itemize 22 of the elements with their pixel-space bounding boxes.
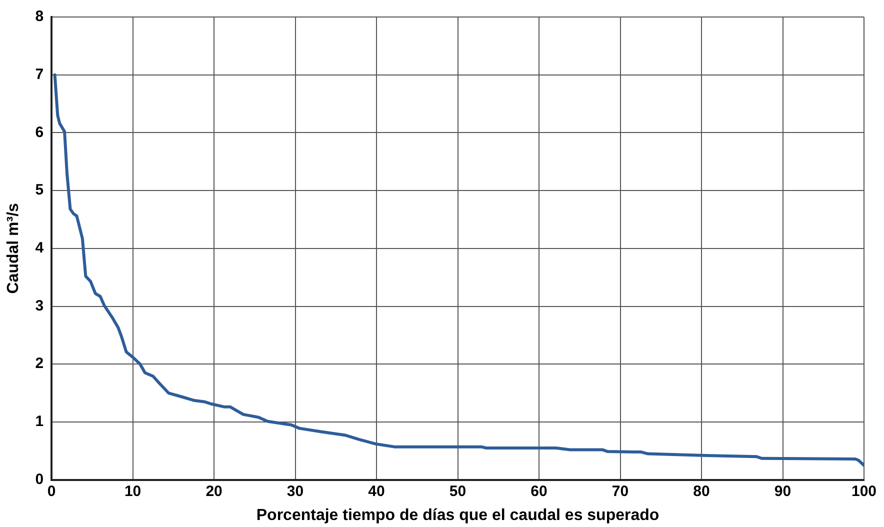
y-tick-label: 6 [35,124,44,141]
y-tick-label: 3 [35,297,44,314]
y-axis-title: Caudal m³/s [5,202,22,294]
y-tick-label: 8 [35,8,44,26]
x-tick-label: 60 [530,482,548,500]
y-tick-label: 5 [35,182,44,199]
x-tick-label: 20 [206,482,222,500]
y-tick-label: 4 [35,240,44,257]
x-tick-label: 40 [368,482,385,500]
x-tick-label: 80 [693,482,710,500]
y-tick-label: 2 [35,355,44,372]
x-tick-label: 30 [286,482,304,500]
y-tick-label: 7 [35,66,44,83]
x-tick-label: 0 [47,482,56,500]
x-tick-label: 70 [612,482,629,500]
y-tick-label: 1 [35,413,44,430]
x-tick-label: 10 [124,482,142,500]
x-axis-title: Porcentaje tiempo de días que el caudal es superado [256,506,660,524]
y-tick-label: 0 [35,470,44,488]
x-tick-label: 100 [851,482,877,500]
x-tick-label: 50 [449,482,466,500]
x-tick-label: 90 [774,482,792,500]
